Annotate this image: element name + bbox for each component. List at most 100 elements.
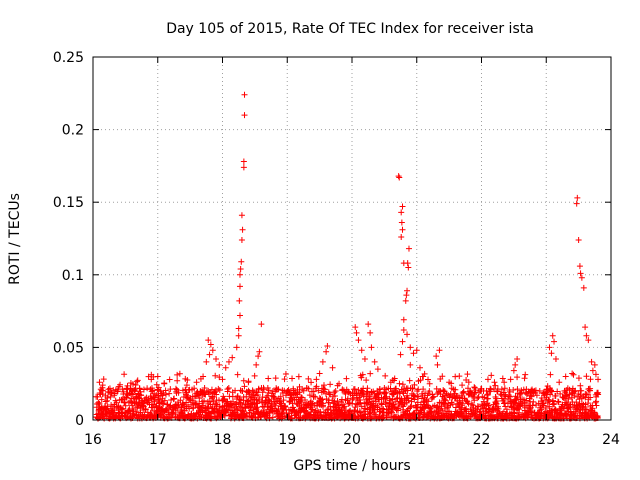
data-point: [153, 402, 160, 409]
data-point: [372, 395, 379, 402]
data-point: [192, 401, 199, 408]
data-point: [496, 409, 503, 416]
data-point: [330, 407, 337, 414]
data-point: [300, 387, 307, 394]
data-point: [313, 376, 320, 383]
data-point: [356, 400, 363, 407]
data-point: [317, 397, 324, 404]
data-point: [255, 385, 262, 392]
x-tick-label: 16: [84, 432, 102, 448]
x-tick-label: 18: [214, 432, 232, 448]
data-point: [480, 398, 487, 405]
data-point: [433, 353, 440, 360]
data-point: [243, 393, 250, 400]
data-point: [170, 396, 177, 403]
data-point: [426, 388, 433, 395]
data-point: [331, 393, 338, 400]
data-point: [570, 371, 577, 378]
data-point: [335, 401, 342, 408]
data-point: [587, 394, 594, 401]
data-point: [119, 405, 126, 412]
data-point: [575, 236, 582, 243]
data-point: [366, 393, 373, 400]
data-point: [359, 371, 366, 378]
data-point: [589, 405, 596, 412]
data-point: [395, 173, 402, 180]
data-point: [361, 356, 368, 363]
data-point: [351, 386, 358, 393]
data-point: [151, 398, 158, 405]
data-point: [447, 391, 454, 398]
data-point: [219, 376, 226, 383]
y-tick-label: 0.2: [62, 123, 84, 139]
data-point: [512, 361, 519, 368]
data-point: [298, 394, 305, 401]
data-point: [175, 401, 182, 408]
data-point: [492, 382, 499, 389]
data-point: [355, 337, 362, 344]
data-point: [409, 385, 416, 392]
data-point: [501, 385, 508, 392]
x-tick-label: 21: [408, 432, 426, 448]
data-point: [140, 386, 147, 393]
data-point: [238, 258, 245, 265]
data-point: [392, 414, 399, 421]
data-point: [239, 387, 246, 394]
grid-lines: [93, 57, 611, 420]
data-point: [398, 234, 405, 241]
data-point: [313, 383, 320, 390]
x-axis-label: GPS time / hours: [293, 458, 410, 474]
data-point: [236, 271, 243, 278]
data-point: [229, 354, 236, 361]
data-point: [149, 387, 156, 394]
data-point: [399, 226, 406, 233]
data-point: [290, 385, 297, 392]
data-point: [365, 321, 372, 328]
data-point: [569, 370, 576, 377]
data-point: [521, 375, 528, 382]
data-point: [475, 403, 482, 410]
data-point: [235, 332, 242, 339]
data-point: [183, 399, 190, 406]
data-point: [587, 376, 594, 383]
data-point: [343, 375, 350, 382]
data-point: [269, 414, 276, 421]
y-tick-label: 0.05: [53, 340, 84, 356]
data-point: [308, 379, 315, 386]
data-point: [127, 398, 134, 405]
data-point: [352, 324, 359, 331]
data-point: [360, 393, 367, 400]
data-point: [485, 402, 492, 409]
data-point: [342, 390, 349, 397]
data-point: [493, 397, 500, 404]
data-point: [578, 387, 585, 394]
data-point: [275, 386, 282, 393]
data-point: [213, 356, 220, 363]
data-point: [510, 387, 517, 394]
data-point: [289, 415, 296, 422]
data-point: [400, 326, 407, 333]
data-point: [396, 380, 403, 387]
data-point: [368, 344, 375, 351]
data-point: [571, 388, 578, 395]
data-point: [459, 390, 466, 397]
data-point: [402, 297, 409, 304]
data-point: [358, 403, 365, 410]
data-point: [251, 372, 258, 379]
data-point: [507, 376, 514, 383]
data-point: [177, 397, 184, 404]
data-point: [327, 381, 334, 388]
data-point: [114, 388, 121, 395]
data-point: [386, 397, 393, 404]
data-point: [254, 392, 261, 399]
data-point: [265, 375, 272, 382]
data-point: [175, 389, 182, 396]
data-point: [427, 408, 434, 415]
data-point: [458, 392, 465, 399]
data-point: [407, 361, 414, 368]
data-point: [426, 380, 433, 387]
data-point: [202, 391, 209, 398]
data-point: [209, 347, 216, 354]
data-point: [96, 400, 103, 407]
data-point: [469, 402, 476, 409]
